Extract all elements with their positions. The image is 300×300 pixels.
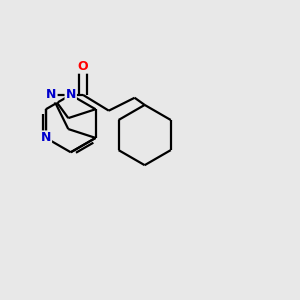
Text: N: N [41,131,51,144]
Text: N: N [46,88,57,101]
Text: N: N [65,88,76,101]
Text: O: O [78,60,88,73]
